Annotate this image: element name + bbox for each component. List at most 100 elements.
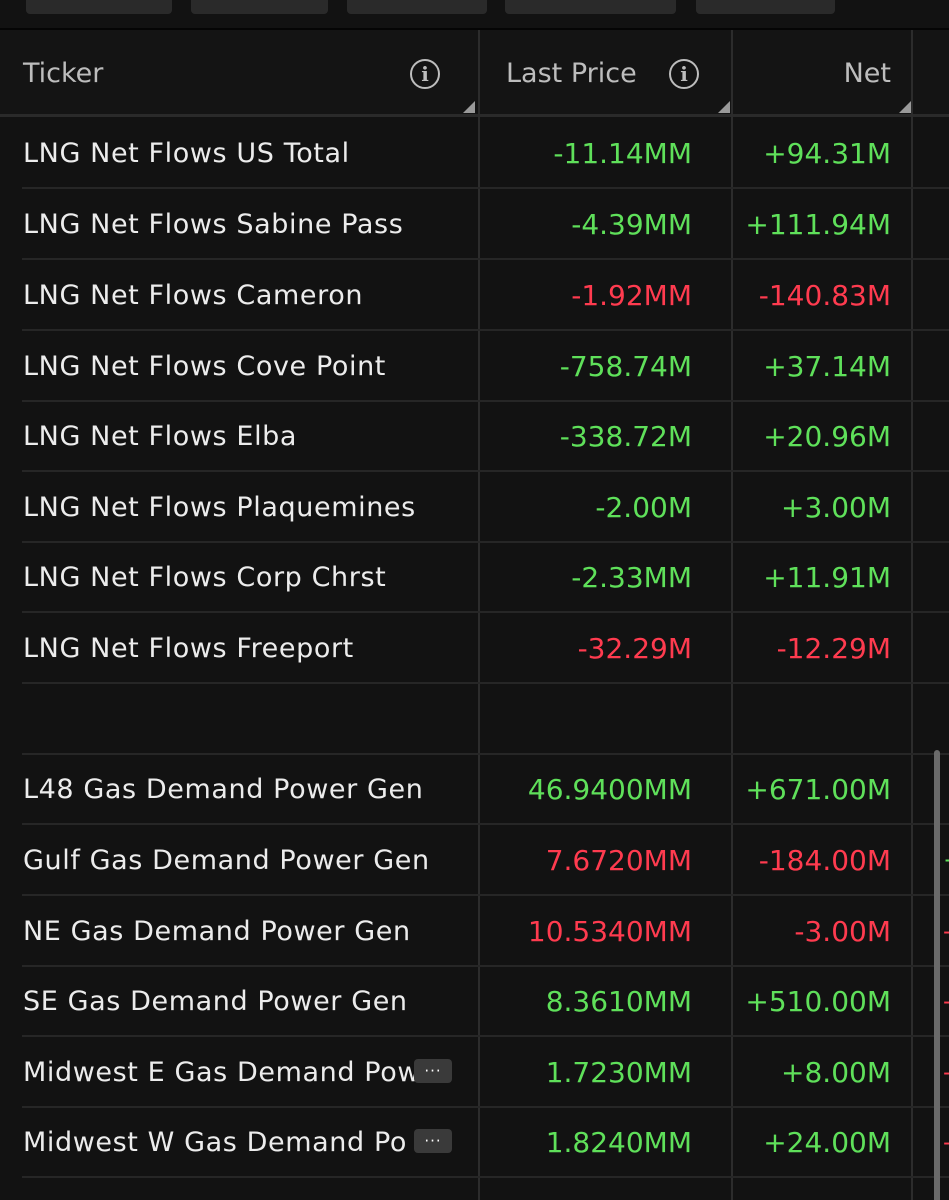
tab-stub-3[interactable] xyxy=(347,0,487,14)
table-row[interactable]: LNG Net Flows US Total -11.14MM +94.31M xyxy=(0,119,949,189)
last-price-value xyxy=(462,685,692,753)
net-change-value: -140.83M xyxy=(758,278,891,312)
ticker-name xyxy=(23,685,453,753)
table-row[interactable]: Midwest E Gas Demand Pow 1.7230MM +8.00M ··… xyxy=(0,1038,949,1108)
table-row[interactable]: LNG Net Flows Cove Point -758.74M +37.14M xyxy=(0,332,949,402)
tab-strip-divider xyxy=(0,28,949,30)
tab-stub-5[interactable] xyxy=(696,0,835,14)
net-change-value: +24.00M xyxy=(763,1125,891,1159)
next-column-cell-clipped: + xyxy=(943,846,949,874)
column-resize-handle[interactable] xyxy=(899,101,911,113)
ticker-name: SE Gas Demand Power Gen xyxy=(23,985,408,1017)
next-column-cell-clipped: - xyxy=(943,987,949,1015)
column-resize-handle[interactable] xyxy=(718,101,730,113)
last-price-value: 1.8240MM xyxy=(545,1125,692,1159)
row-divider xyxy=(22,894,949,896)
row-divider xyxy=(22,470,949,472)
column-header-net-label: Net xyxy=(843,57,891,89)
table-row[interactable]: SE Gas Demand Power Gen 8.3610MM +510.00M - xyxy=(0,967,949,1037)
net-change-value: +671.00M xyxy=(745,772,891,806)
column-header-last-price[interactable]: Last Price xyxy=(506,30,726,116)
ticker-name: Midwest W Gas Demand Po xyxy=(23,1126,407,1158)
table-row[interactable]: LNG Net Flows Cameron -1.92MM -140.83M xyxy=(0,261,949,331)
info-icon[interactable]: i xyxy=(669,59,699,89)
net-change-value: +94.31M xyxy=(763,136,891,170)
info-icon-glyph: i xyxy=(421,62,429,86)
last-price-value: -2.33MM xyxy=(571,560,692,594)
last-price-value: 10.5340MM xyxy=(527,914,692,948)
more-options-button[interactable]: ··· xyxy=(414,1129,452,1153)
info-icon-glyph: i xyxy=(680,62,688,86)
ticker-name: LNG Net Flows US Total xyxy=(23,137,350,169)
net-change-value: +37.14M xyxy=(763,349,891,383)
row-divider xyxy=(22,1106,949,1108)
row-divider xyxy=(22,400,949,402)
row-divider xyxy=(22,1176,949,1178)
column-header-ticker[interactable]: Ticker xyxy=(23,30,473,116)
column-divider[interactable] xyxy=(731,30,733,1200)
table-row[interactable]: NE Gas Demand Power Gen 10.5340MM -3.00M - xyxy=(0,897,949,967)
last-price-value: -1.92MM xyxy=(571,278,692,312)
ticker-name: LNG Net Flows Elba xyxy=(23,420,298,452)
vertical-scrollbar[interactable] xyxy=(934,750,940,1200)
last-price-value: -758.74M xyxy=(559,349,692,383)
table-row[interactable]: LNG Net Flows Plaquemines -2.00M +3.00M xyxy=(0,473,949,543)
net-change-value: +111.94M xyxy=(745,207,891,241)
ticker-name: L48 Gas Demand Power Gen xyxy=(23,773,424,805)
column-header-last-price-label: Last Price xyxy=(506,57,637,89)
last-price-value: 8.3610MM xyxy=(545,984,692,1018)
net-change-value: -3.00M xyxy=(794,914,891,948)
next-column-cell-clipped: - xyxy=(943,917,949,945)
column-header-ticker-label: Ticker xyxy=(23,57,104,89)
table-row[interactable]: Midwest W Gas Demand Po 1.8240MM +24.00M ··… xyxy=(0,1108,949,1178)
row-divider xyxy=(22,1035,949,1037)
ticker-name: LNG Net Flows Plaquemines xyxy=(23,491,416,523)
row-divider xyxy=(22,541,949,543)
column-header-net[interactable]: Net xyxy=(736,30,891,116)
tab-stub-2[interactable] xyxy=(191,0,328,14)
tab-stub-1[interactable] xyxy=(26,0,172,14)
table-row[interactable]: Gulf Gas Demand Power Gen 7.6720MM -184.00… xyxy=(0,826,949,896)
table-row[interactable]: LNG Net Flows Freeport -32.29M -12.29M xyxy=(0,614,949,684)
net-change-value: +3.00M xyxy=(781,490,891,524)
table-row[interactable]: L48 Gas Demand Power Gen 46.9400MM +671.00… xyxy=(0,755,949,825)
row-divider xyxy=(22,682,949,684)
net-change-value xyxy=(701,685,891,753)
ticker-name: NE Gas Demand Power Gen xyxy=(23,915,411,947)
net-change-value: -184.00M xyxy=(758,843,891,877)
info-icon[interactable]: i xyxy=(410,59,440,89)
table-row[interactable]: LNG Net Flows Corp Chrst -2.33MM +11.91M xyxy=(0,543,949,613)
table-row[interactable]: LNG Net Flows Elba -338.72M +20.96M xyxy=(0,402,949,472)
ticker-name: LNG Net Flows Cove Point xyxy=(23,350,386,382)
column-resize-handle[interactable] xyxy=(463,101,475,113)
ticker-name: LNG Net Flows Freeport xyxy=(23,632,354,664)
next-column-cell-clipped: - xyxy=(943,1058,949,1086)
ticker-name: LNG Net Flows Corp Chrst xyxy=(23,561,387,593)
net-change-value: -12.29M xyxy=(776,631,891,665)
last-price-value: 46.9400MM xyxy=(527,772,692,806)
next-column-cell-clipped: - xyxy=(943,1128,949,1156)
row-divider xyxy=(22,329,949,331)
header-divider xyxy=(0,114,949,117)
more-options-button[interactable]: ··· xyxy=(414,1059,452,1083)
net-change-value: +510.00M xyxy=(745,984,891,1018)
last-price-value: -4.39MM xyxy=(571,207,692,241)
tab-stub-4[interactable] xyxy=(505,0,676,14)
table-row[interactable]: LNG Net Flows Sabine Pass -4.39MM +111.94M xyxy=(0,190,949,260)
row-divider xyxy=(22,258,949,260)
ticker-name: Gulf Gas Demand Power Gen xyxy=(23,844,430,876)
ticker-name: LNG Net Flows Sabine Pass xyxy=(23,208,404,240)
row-divider xyxy=(22,823,949,825)
net-change-value: +11.91M xyxy=(763,560,891,594)
last-price-value: 7.6720MM xyxy=(545,843,692,877)
row-divider xyxy=(22,187,949,189)
last-price-value: -32.29M xyxy=(577,631,692,665)
last-price-value: -2.00M xyxy=(595,490,692,524)
ticker-name: Midwest E Gas Demand Pow xyxy=(23,1056,421,1088)
column-divider[interactable] xyxy=(478,30,480,1200)
ticker-name: LNG Net Flows Cameron xyxy=(23,279,364,311)
last-price-value: -338.72M xyxy=(559,419,692,453)
row-divider xyxy=(22,611,949,613)
column-divider[interactable] xyxy=(911,30,913,1200)
top-tab-strip xyxy=(0,0,949,28)
